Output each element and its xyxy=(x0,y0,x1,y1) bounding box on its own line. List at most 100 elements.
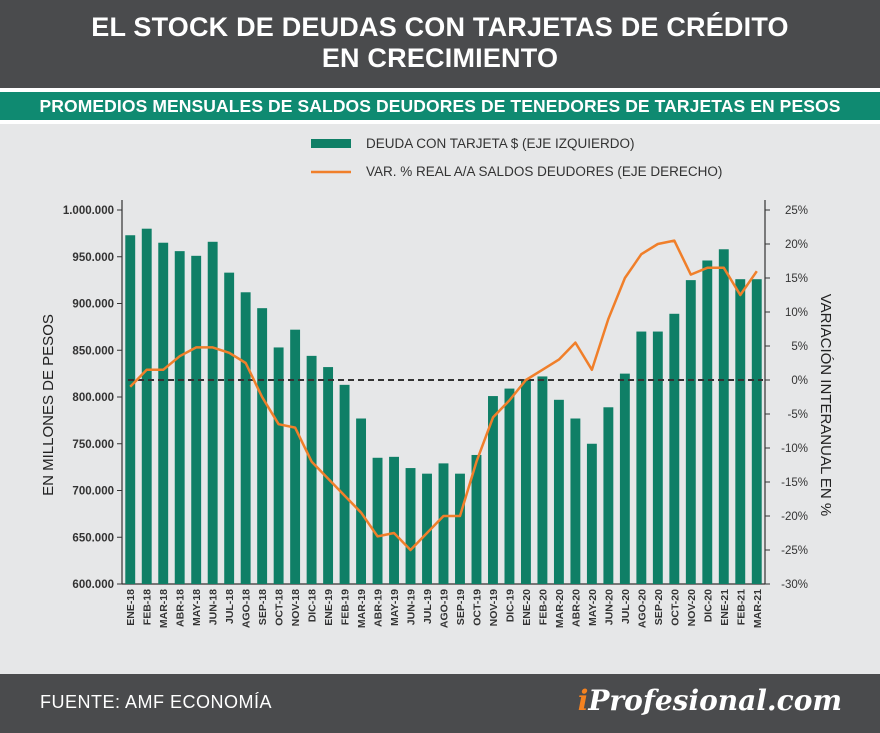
y2-tick-label: -15% xyxy=(781,477,808,489)
x-tick-labels: ENE-18 FEB-18 MAR-18 ABR-18 MAY-18 JUN-18 JUL-… xyxy=(125,589,764,628)
y-tick-label: 700.000 xyxy=(72,486,114,498)
bar xyxy=(257,308,268,584)
x-tick-label: SEP-19 xyxy=(455,589,467,625)
y2-tick-label: 20% xyxy=(785,239,808,251)
bar xyxy=(422,473,432,584)
source-note: FUENTE: AMF ECONOMÍA xyxy=(40,692,273,712)
bar xyxy=(553,399,564,584)
x-tick-label: FEB-21 xyxy=(735,589,747,625)
x-tick-label: OCT-20 xyxy=(669,589,681,626)
bar xyxy=(570,418,581,584)
y2-tick-label: -20% xyxy=(781,511,808,523)
y2-tick-label: 5% xyxy=(791,341,808,353)
y-axis-label: EN MILLONES DE PESOS xyxy=(40,314,57,496)
x-tick-label: DIC-19 xyxy=(504,589,516,622)
bar xyxy=(702,260,713,584)
x-tick-label: AGO-20 xyxy=(636,589,648,628)
x-tick-label: JUL-20 xyxy=(620,589,632,624)
bar xyxy=(636,331,647,584)
bar xyxy=(652,331,663,584)
x-tick-label: MAR-21 xyxy=(752,589,764,628)
chart: DEUDA CON TARJETA $ (EJE IZQUIERDO) VAR.… xyxy=(40,136,834,628)
bar xyxy=(586,443,597,584)
bar xyxy=(471,454,482,584)
x-tick-label: MAY-20 xyxy=(587,589,599,626)
x-tick-label: ENE-21 xyxy=(719,589,731,626)
bar xyxy=(455,473,465,584)
y-tick-label: 750.000 xyxy=(72,439,114,451)
legend: DEUDA CON TARJETA $ (EJE IZQUIERDO) VAR.… xyxy=(311,136,722,179)
bar xyxy=(389,456,399,584)
y2-tick-label: 10% xyxy=(785,307,808,319)
x-tick-label: JUL-19 xyxy=(422,589,434,624)
y2-tick-label: 0% xyxy=(791,375,808,387)
bar xyxy=(619,373,630,584)
bar xyxy=(141,228,152,584)
bar xyxy=(224,272,235,584)
y-tick-label: 900.000 xyxy=(72,299,114,311)
y2-tick-label: -30% xyxy=(781,579,808,591)
x-tick-label: ABR-19 xyxy=(373,589,385,627)
legend-line-label: VAR. % REAL A/A SALDOS DEUDORES (EJE DER… xyxy=(366,164,722,179)
y-tick-label: 800.000 xyxy=(72,392,114,404)
x-tick-label: JUN-18 xyxy=(208,589,220,625)
y-tick-label: 850.000 xyxy=(72,345,114,357)
y2-tick-label: 15% xyxy=(785,273,808,285)
brand-logo-mark: i xyxy=(577,684,589,717)
y2-tick-label: -10% xyxy=(781,443,808,455)
x-tick-label: AGO-18 xyxy=(241,589,253,628)
title-line-1: EL STOCK DE DEUDAS CON TARJETAS DE CRÉDI… xyxy=(91,12,789,42)
bar xyxy=(537,376,548,584)
x-tick-label: MAR-18 xyxy=(158,589,170,628)
bar xyxy=(207,241,218,585)
legend-bar-swatch xyxy=(311,139,351,148)
y-tick-label: 600.000 xyxy=(72,579,114,591)
x-tick-label: MAY-19 xyxy=(389,589,401,626)
x-tick-label: NOV-18 xyxy=(290,589,302,627)
x-tick-label: OCT-18 xyxy=(274,589,286,626)
y2-tick-label: 25% xyxy=(785,205,808,217)
x-tick-label: JUN-20 xyxy=(603,589,615,625)
title-line-2: EN CRECIMIENTO xyxy=(321,43,559,73)
bar xyxy=(306,355,317,584)
x-tick-label: SEP-18 xyxy=(257,589,269,625)
y2-tick-label: -25% xyxy=(781,545,808,557)
x-tick-label: AGO-19 xyxy=(439,589,451,628)
bar xyxy=(685,280,696,584)
brand-logo: iProfesional.com xyxy=(578,684,842,717)
bar xyxy=(520,379,531,584)
footer: FUENTE: AMF ECONOMÍA iProfesional.com xyxy=(0,674,880,733)
bar xyxy=(356,418,367,584)
bars xyxy=(125,228,762,585)
x-tick-label: MAY-18 xyxy=(191,589,203,626)
bar xyxy=(488,396,498,584)
x-tick-label: SEP-20 xyxy=(653,589,665,625)
x-tick-label: ENE-18 xyxy=(125,589,137,626)
bar xyxy=(290,329,301,584)
legend-bar-label: DEUDA CON TARJETA $ (EJE IZQUIERDO) xyxy=(366,136,635,151)
x-tick-label: ENE-19 xyxy=(323,589,335,626)
y-tick-label: 950.000 xyxy=(72,252,114,264)
bar xyxy=(504,388,515,584)
x-tick-label: JUL-18 xyxy=(224,589,236,624)
y-tick-label: 1.000.000 xyxy=(63,205,114,217)
x-tick-label: NOV-20 xyxy=(686,589,698,627)
x-tick-label: DIC-20 xyxy=(702,589,714,622)
bar xyxy=(603,407,614,584)
x-tick-label: JUN-19 xyxy=(406,589,418,625)
x-tick-label: MAR-20 xyxy=(554,589,566,628)
y2-tick-label: -5% xyxy=(788,409,808,421)
x-tick-label: FEB-18 xyxy=(142,589,154,625)
bar xyxy=(158,242,169,584)
bar xyxy=(718,249,729,584)
y-tick-label: 650.000 xyxy=(72,532,114,544)
chart-area: DEUDA CON TARJETA $ (EJE IZQUIERDO) VAR.… xyxy=(0,124,880,674)
bar xyxy=(405,468,416,584)
bar xyxy=(273,347,284,584)
variation-line xyxy=(129,239,758,552)
header: EL STOCK DE DEUDAS CON TARJETAS DE CRÉDI… xyxy=(0,0,880,88)
bar xyxy=(438,463,449,584)
x-tick-label: FEB-19 xyxy=(340,589,352,625)
bar xyxy=(735,279,746,584)
bar xyxy=(174,251,185,584)
